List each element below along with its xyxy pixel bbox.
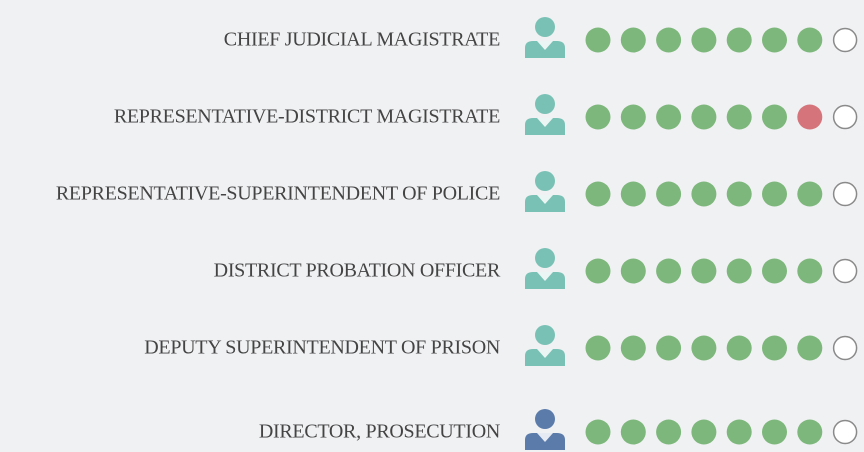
status-dot [797, 27, 823, 53]
person-icon [525, 409, 565, 450]
icon-head [535, 17, 555, 37]
status-dot [691, 27, 717, 53]
role-label: DISTRICT PROBATION OFFICER [214, 260, 501, 282]
status-dot [620, 104, 646, 130]
icon-head [535, 248, 555, 268]
status-dot [832, 104, 858, 130]
row: REPRESENTATIVE-SUPERINTENDENT OF POLICE [56, 171, 858, 212]
person-icon [525, 325, 565, 366]
icon-collar [537, 349, 553, 358]
person-icon [525, 94, 565, 135]
icon-collar [537, 433, 553, 442]
status-dot [762, 419, 787, 445]
icon-collar [537, 195, 553, 204]
status-dot [762, 258, 787, 284]
status-dot [620, 181, 646, 207]
status-dot [726, 258, 752, 284]
status-dot [797, 335, 823, 361]
role-label: REPRESENTATIVE-DISTRICT MAGISTRATE [114, 106, 500, 128]
status-dot [691, 419, 717, 445]
icon-head [535, 171, 555, 191]
status-dot [620, 335, 646, 361]
person-icon [525, 17, 565, 58]
status-dot [620, 258, 646, 284]
status-dot [762, 27, 787, 53]
status-dot [585, 181, 611, 207]
icon-head [535, 409, 555, 429]
status-dot [797, 181, 823, 207]
icon-collar [537, 272, 553, 281]
icon-collar [537, 118, 553, 127]
status-dot [726, 181, 752, 207]
status-dot [656, 258, 682, 284]
status-dot [726, 27, 752, 53]
status-dot [832, 419, 858, 445]
row: DIRECTOR, PROSECUTION [259, 409, 858, 450]
status-dot [656, 419, 682, 445]
status-dot [832, 335, 858, 361]
person-icon [525, 248, 565, 289]
status-dot [585, 258, 611, 284]
status-dot [832, 27, 858, 53]
status-dot [656, 335, 682, 361]
status-dot [620, 27, 646, 53]
role-label: DEPUTY SUPERINTENDENT OF PRISON [144, 337, 500, 359]
row: DISTRICT PROBATION OFFICER [214, 248, 858, 289]
role-label: CHIEF JUDICIAL MAGISTRATE [224, 29, 500, 51]
icon-collar [537, 41, 553, 50]
icon-head [535, 94, 555, 114]
row: REPRESENTATIVE-DISTRICT MAGISTRATE [114, 94, 858, 135]
status-dot [762, 181, 787, 207]
status-dot [656, 104, 682, 130]
status-dot [726, 104, 752, 130]
status-dot [656, 181, 682, 207]
status-dot [832, 181, 858, 207]
status-dot [656, 27, 682, 53]
row: CHIEF JUDICIAL MAGISTRATE [224, 17, 858, 58]
status-dot [585, 104, 611, 130]
status-dot [797, 104, 823, 130]
status-dot [832, 258, 858, 284]
role-label: REPRESENTATIVE-SUPERINTENDENT OF POLICE [56, 183, 500, 205]
status-dot [797, 419, 823, 445]
status-dot [797, 258, 823, 284]
row: DEPUTY SUPERINTENDENT OF PRISON [144, 325, 858, 366]
status-dot [585, 335, 611, 361]
status-dot [691, 335, 717, 361]
status-dot [691, 258, 717, 284]
status-dot [691, 181, 717, 207]
person-icon [525, 171, 565, 212]
status-dot [762, 104, 787, 130]
role-label: DIRECTOR, PROSECUTION [259, 421, 500, 443]
status-dot [726, 419, 752, 445]
status-dot [691, 104, 717, 130]
status-dot [620, 419, 646, 445]
status-dot [585, 419, 611, 445]
status-dot [585, 27, 611, 53]
icon-head [535, 325, 555, 345]
status-dot [726, 335, 752, 361]
status-dot [762, 335, 787, 361]
